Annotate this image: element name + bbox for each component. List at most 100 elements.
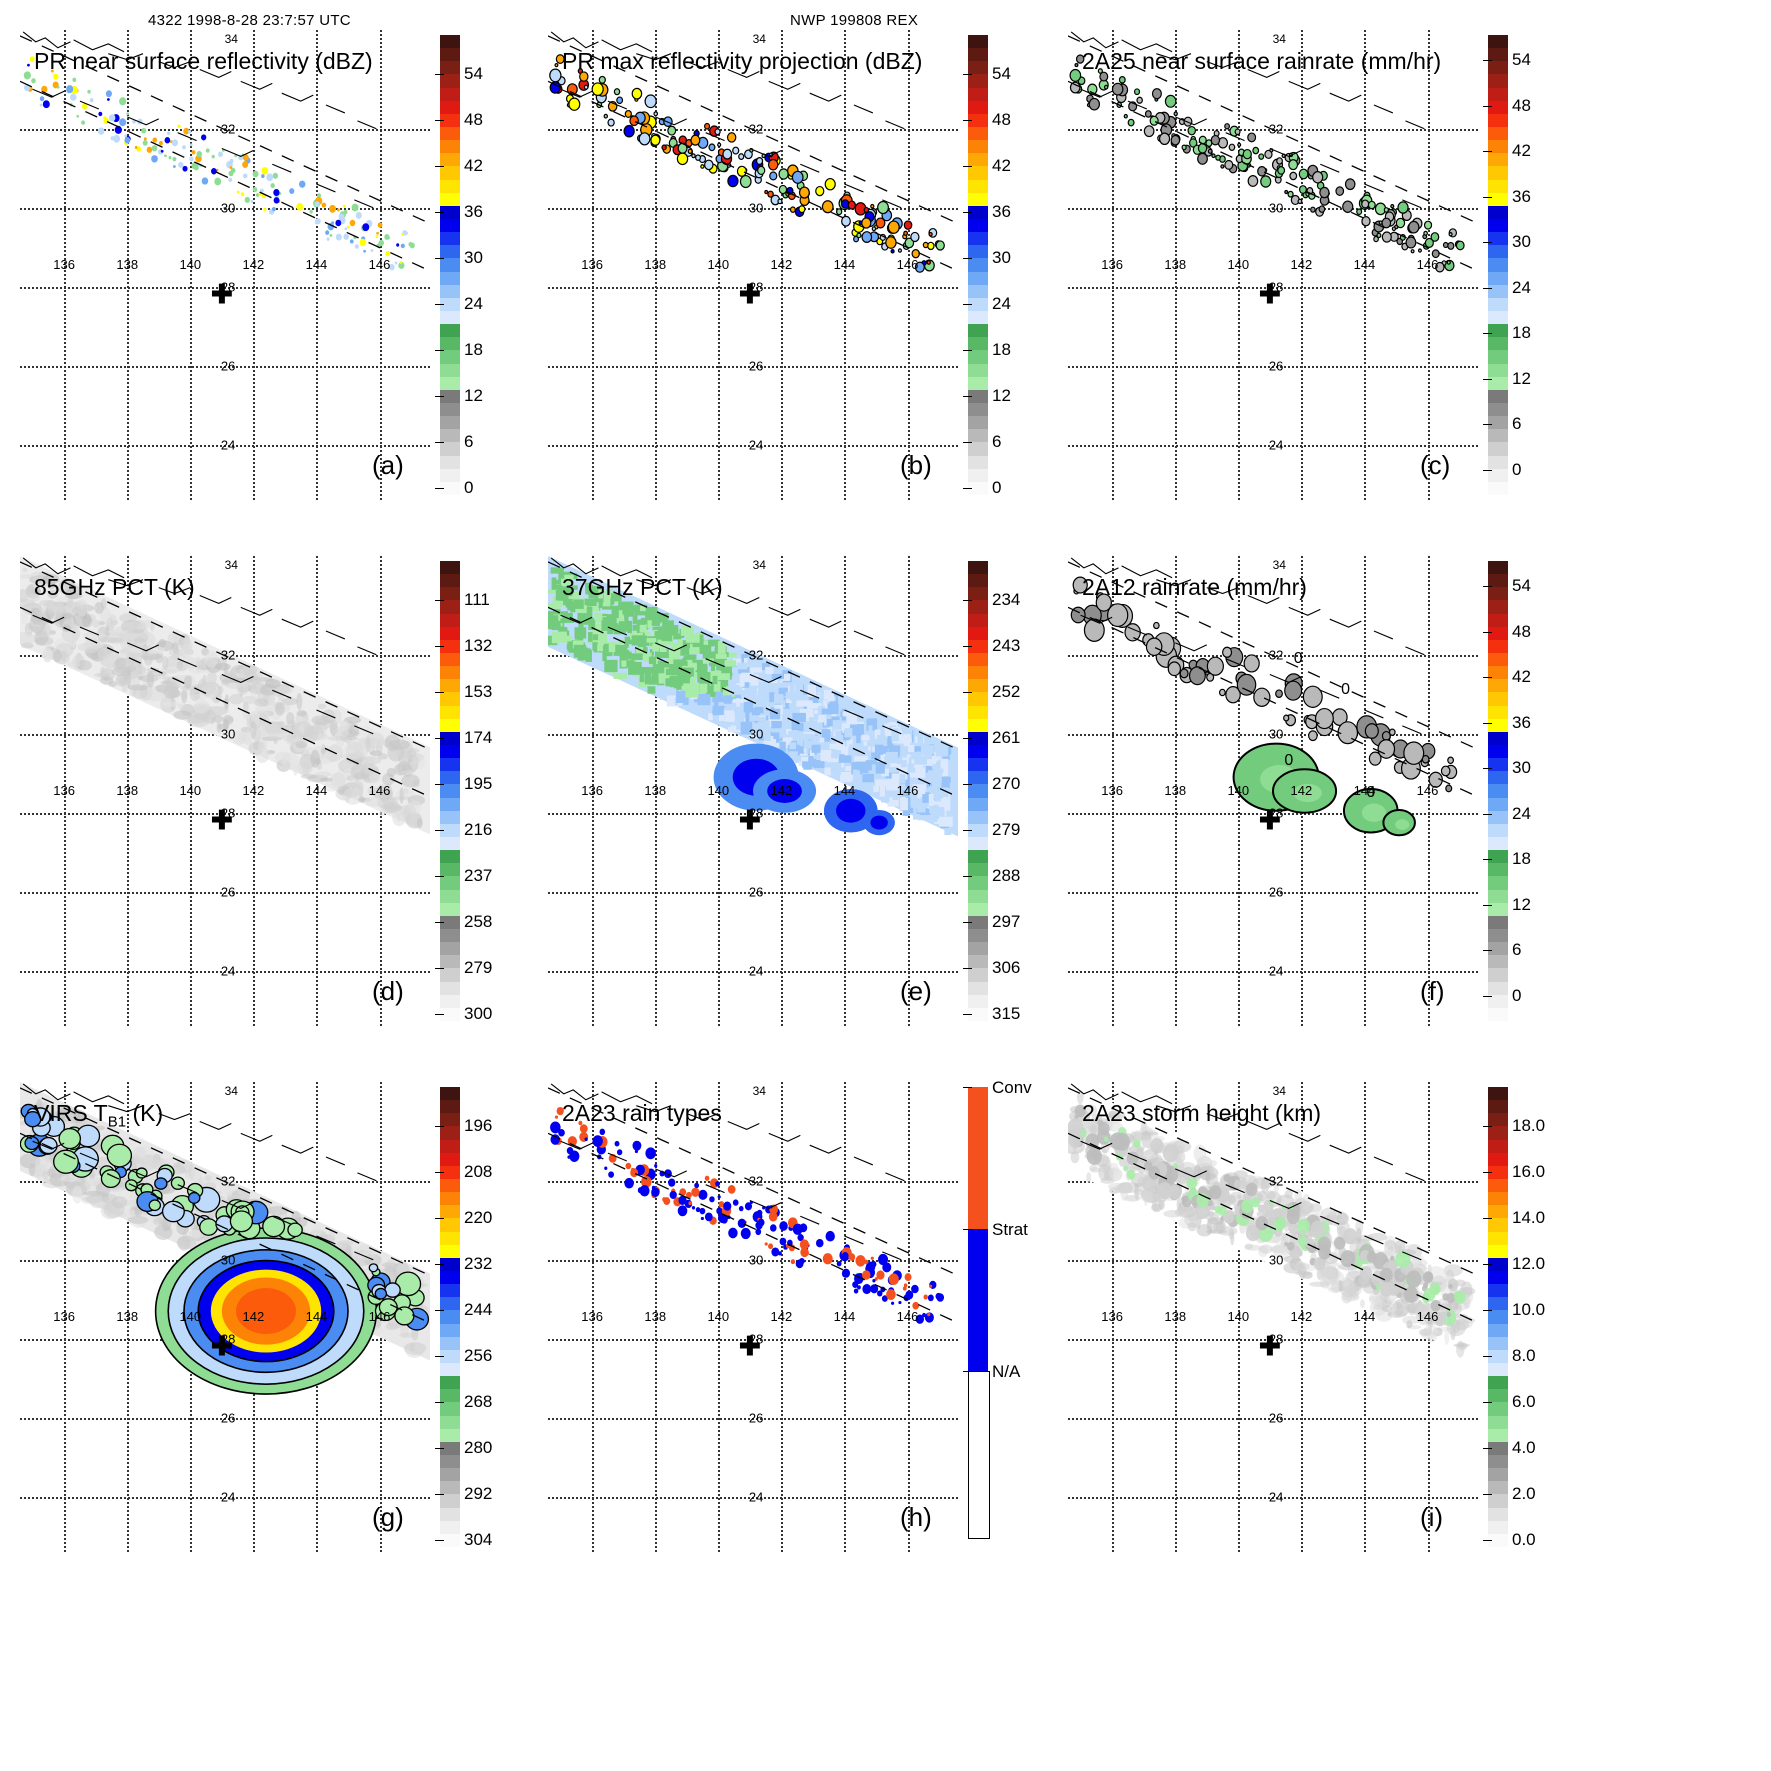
colorbar-segment: [440, 758, 460, 772]
lon-tick-label: 142: [770, 256, 793, 272]
panel-label-i: (i): [1420, 1502, 1444, 1532]
colorbar-segment: [1488, 1126, 1508, 1140]
colorbar-tick-label: Conv: [992, 1078, 1032, 1097]
colorbar-segment: [1488, 324, 1508, 338]
colorbar-segment: [968, 758, 988, 772]
colorbar-segment: [968, 442, 988, 456]
colorbar-tick-label: 237: [464, 866, 493, 886]
lat-tick-label: 28: [748, 279, 764, 295]
colorbar-segment: [968, 416, 988, 430]
colorbar-segment: [1488, 74, 1508, 88]
colorbar-tick-label: 315: [992, 1004, 1021, 1024]
colorbar-segment: [440, 481, 460, 495]
colorbar-d: 111 132 153 174 195 216 237 258 279 300: [435, 561, 492, 1023]
colorbar-segment: [440, 705, 460, 719]
colorbar-segment: [1488, 600, 1508, 614]
colorbar-tick-mark: [435, 646, 444, 648]
colorbar-tick-mark: [435, 1014, 444, 1016]
panel-label-e: (e): [900, 976, 932, 1006]
grid-line-horizontal: [548, 365, 958, 368]
colorbar-tick-label: 12: [464, 386, 483, 406]
colorbar-tick-mark: [435, 1310, 444, 1312]
lon-tick-label: 146: [896, 256, 919, 272]
lat-tick-label: 26: [1268, 358, 1284, 374]
colorbar-tick-label: 174: [464, 728, 493, 748]
colorbar-segment: [440, 1007, 460, 1021]
colorbar-segment: [968, 245, 988, 259]
colorbar-segment: [440, 1139, 460, 1153]
colorbar-segment: [440, 836, 460, 851]
colorbar-tick-mark: [1483, 995, 1492, 997]
colorbar-tick-mark: [435, 1218, 444, 1220]
colorbar-tick-label: 36: [1512, 186, 1531, 206]
colorbar-tick-mark: [435, 258, 444, 260]
colorbar-tick-label: 243: [992, 636, 1021, 656]
colorbar-segment: [968, 915, 988, 929]
lon-tick-label: 138: [644, 256, 667, 272]
colorbar-segment: [968, 205, 988, 219]
colorbar-segment: [440, 1520, 460, 1534]
panel-title-tail: (K): [126, 1100, 164, 1126]
lon-tick-label: 138: [116, 782, 139, 798]
colorbar-tick-mark: [963, 600, 972, 602]
colorbar-segment: [968, 574, 988, 588]
panel-g: 136 138 140 142 144 146 32 30 28 26 24 34 ✚ VIRS TB1 …: [20, 1082, 492, 1572]
colorbar-segment: [1488, 1231, 1508, 1245]
lon-tick-label: 142: [1290, 1308, 1313, 1324]
colorbar-segment: [440, 429, 460, 443]
colorbar-tick-mark: [1483, 1172, 1492, 1174]
lon-tick-label: 144: [833, 256, 856, 272]
colorbar-segment: [440, 324, 460, 338]
grid-line-horizontal: [548, 1338, 958, 1341]
colorbar-segment: [440, 87, 460, 101]
colorbar-tick-label: 261: [992, 728, 1021, 748]
colorbar-segment: [440, 1402, 460, 1416]
colorbar-tick-label: 18: [992, 340, 1011, 360]
panel-title-f: 2A12 rainrate (mm/hr): [1082, 574, 1307, 600]
panel-title-e: 37GHz PCT (K): [562, 574, 723, 600]
colorbar-tick-mark: [963, 74, 972, 76]
lon-tick-label: 140: [707, 256, 730, 272]
colorbar-segment: [968, 823, 988, 837]
colorbar-segment: [1488, 1533, 1508, 1547]
colorbar-segment: [440, 389, 460, 403]
colorbar-tick-label: 36: [992, 202, 1011, 222]
colorbar-segment: [968, 561, 988, 575]
colorbar-segment: [440, 48, 460, 62]
panel-f: 0 0 0 0 136 138 140 142 144 146 32 30 28 26 24 34 ✚ 2A12 …: [1068, 556, 1538, 1046]
colorbar-segment: [440, 587, 460, 601]
colorbar-tick-mark: [435, 212, 444, 214]
colorbar-tick-label: 10.0: [1512, 1300, 1546, 1320]
lon-tick-label: 140: [1227, 1308, 1250, 1324]
colorbar-tick-mark: [435, 1264, 444, 1266]
panel-label-b: (b): [900, 450, 932, 480]
colorbar-segment: [440, 718, 460, 732]
colorbar-segment: [1488, 1507, 1508, 1521]
colorbar-tick-mark: [435, 1402, 444, 1404]
colorbar-segment: [1488, 1349, 1508, 1363]
colorbar-segment: [440, 1362, 460, 1377]
colorbar-segment: [440, 652, 460, 667]
colorbar-segment: [440, 442, 460, 456]
colorbar-segment: [1488, 587, 1508, 601]
colorbar-segment: [1488, 284, 1508, 298]
lat-tick-label-top: 34: [1272, 32, 1286, 46]
plot-area-a: 136 138 140 142 144 146 32 30 28 26 24 34 ✚: [20, 30, 430, 500]
colorbar-segment: [968, 731, 988, 745]
lon-tick-label: 138: [1164, 256, 1187, 272]
lat-tick-label: 30: [1268, 200, 1284, 216]
colorbar-segment: [1488, 1468, 1508, 1482]
lon-tick-label: 146: [368, 782, 391, 798]
lat-tick-label: 24: [220, 437, 236, 453]
colorbar-segment: [440, 179, 460, 193]
colorbar-tick-mark: [1483, 1310, 1492, 1312]
lon-tick-label: 136: [581, 256, 603, 272]
colorbar-segment: [1488, 389, 1508, 403]
header-middle-text: NWP 199808 REX: [790, 12, 919, 29]
colorbar-tick-mark: [963, 396, 972, 398]
colorbar-tick-label: 36: [464, 202, 483, 222]
colorbar-segment: [440, 1454, 460, 1469]
colorbar-tick-label: 54: [464, 64, 483, 84]
colorbar-segment: [1488, 1376, 1508, 1390]
lon-tick-label: 146: [1416, 256, 1439, 272]
